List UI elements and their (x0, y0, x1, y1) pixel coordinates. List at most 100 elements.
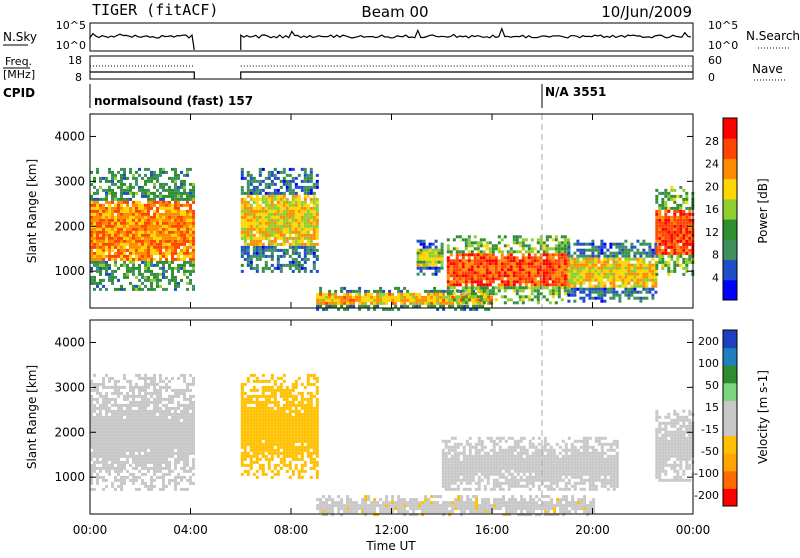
power-cell (274, 192, 277, 195)
power-cell (295, 216, 298, 219)
power-cell (561, 241, 564, 244)
velocity-cell (141, 389, 144, 392)
power-cell (655, 198, 658, 201)
power-cell (150, 225, 153, 228)
power-cell (117, 180, 120, 183)
power-cell (651, 282, 654, 285)
power-cell (307, 192, 310, 195)
power-cell (436, 296, 439, 299)
power-cell (573, 270, 576, 273)
power-cell (268, 177, 271, 180)
power-colorbar-tick: 20 (705, 180, 719, 193)
power-cell (645, 282, 648, 285)
velocity-cell (268, 425, 271, 428)
velocity-cell (256, 410, 259, 413)
power-cell (295, 213, 298, 216)
power-cell (144, 270, 147, 273)
velocity-cell (126, 425, 129, 428)
power-cell (192, 216, 195, 219)
power-cell (564, 265, 567, 268)
power-cell (609, 255, 612, 258)
power-cell (624, 267, 627, 270)
power-cell (259, 222, 262, 225)
power-cell (111, 192, 114, 195)
velocity-cell (153, 386, 156, 389)
velocity-cell (168, 398, 171, 401)
power-cell (114, 228, 117, 231)
velocity-cell (153, 422, 156, 425)
velocity-cell (147, 467, 150, 470)
power-cell (244, 210, 247, 213)
power-cell (298, 240, 301, 243)
power-cell (105, 198, 108, 201)
power-cell (409, 296, 412, 299)
power-colorbar-tick: 24 (705, 158, 719, 171)
velocity-cell (165, 377, 168, 380)
power-cell (510, 283, 513, 286)
power-cell (492, 277, 495, 280)
power-cell (165, 231, 168, 234)
power-cell (244, 228, 247, 231)
power-cell (322, 299, 325, 302)
power-cell (456, 250, 459, 253)
velocity-cell (138, 488, 141, 491)
velocity-cell (123, 398, 126, 401)
power-cell (658, 210, 661, 213)
power-cell (283, 168, 286, 171)
power-cell (183, 249, 186, 252)
power-cell (555, 250, 558, 253)
power-cell (141, 213, 144, 216)
power-cell (141, 219, 144, 222)
velocity-cell (96, 437, 99, 440)
velocity-cell (105, 470, 108, 473)
power-cell (147, 222, 150, 225)
power-cell (99, 246, 102, 249)
power-cell (501, 265, 504, 268)
power-cell (682, 267, 685, 270)
power-cell (147, 240, 150, 243)
power-cell (564, 253, 567, 256)
power-cell (370, 299, 373, 302)
velocity-cell (180, 413, 183, 416)
power-cell (534, 253, 537, 256)
power-cell (147, 288, 150, 291)
power-cell (522, 271, 525, 274)
power-cell (510, 259, 513, 262)
power-cell (183, 261, 186, 264)
velocity-cell (108, 449, 111, 452)
velocity-cell (93, 467, 96, 470)
power-cell (256, 207, 259, 210)
beam-title: Beam 00 (361, 3, 428, 21)
power-cell (304, 171, 307, 174)
power-cell (156, 279, 159, 282)
power-cell (102, 285, 105, 288)
power-cell (108, 231, 111, 234)
power-cell (606, 249, 609, 252)
power-cell (480, 250, 483, 253)
velocity-cell (250, 443, 253, 446)
power-cell (99, 231, 102, 234)
velocity-cell (144, 407, 147, 410)
velocity-cell (153, 392, 156, 395)
power-cell (141, 249, 144, 252)
power-cell (123, 168, 126, 171)
power-cell (429, 255, 432, 258)
power-cell (111, 183, 114, 186)
velocity-cell (108, 386, 111, 389)
power-cell (141, 207, 144, 210)
velocity-cell (180, 374, 183, 377)
power-cell (105, 216, 108, 219)
velocity-cell (247, 428, 250, 431)
power-cell (439, 293, 442, 296)
power-cell (289, 168, 292, 171)
power-cell (435, 255, 438, 258)
power-cell (283, 216, 286, 219)
power-cell (597, 297, 600, 300)
power-cell (361, 299, 364, 302)
power-cell (114, 207, 117, 210)
power-cell (313, 249, 316, 252)
power-cell (504, 301, 507, 304)
velocity-cell (126, 461, 129, 464)
power-cell (418, 302, 421, 305)
power-cell (471, 262, 474, 265)
